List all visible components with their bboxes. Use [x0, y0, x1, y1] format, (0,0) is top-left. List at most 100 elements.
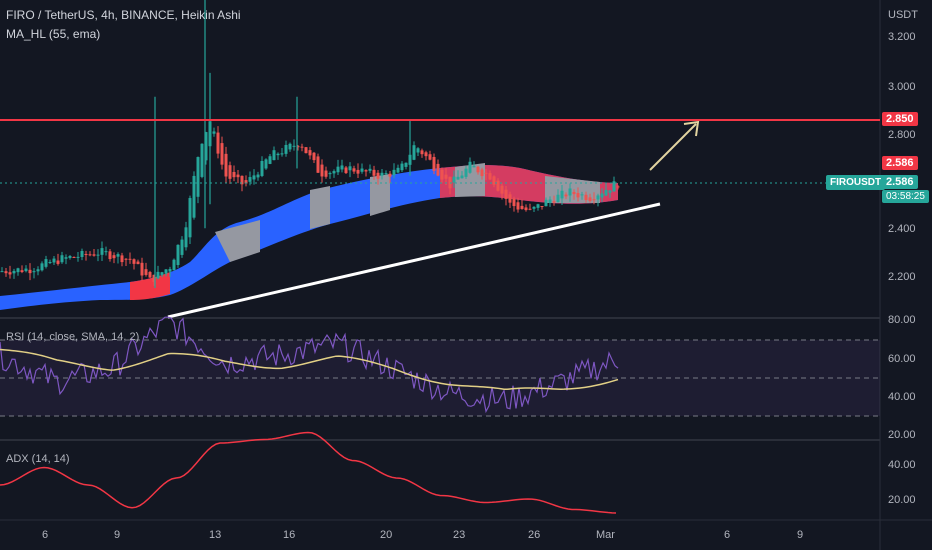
adx-tick: 40.00 — [888, 459, 916, 471]
candle-body — [396, 167, 400, 173]
candle-body — [428, 154, 432, 160]
candlestick-series[interactable] — [0, 0, 620, 288]
candle-body — [60, 255, 64, 263]
candle-body — [224, 153, 228, 177]
time-tick: Mar — [596, 529, 615, 541]
candle-body — [204, 132, 208, 161]
candle-body — [300, 146, 304, 148]
adx-tick: 20.00 — [888, 494, 916, 506]
candle-body — [532, 206, 536, 209]
candle-body — [44, 259, 48, 267]
candle-body — [440, 169, 444, 180]
candle-body — [472, 166, 476, 168]
candle-body — [276, 153, 280, 156]
candle-body — [548, 199, 552, 203]
indicator-title[interactable]: MA_HL (55, ema) — [6, 27, 101, 41]
resistance-price-badge[interactable]: 2.850 — [882, 112, 918, 126]
support-trendline[interactable] — [167, 202, 661, 319]
candle-body — [116, 254, 120, 257]
candle-body — [236, 174, 240, 178]
candle-body — [156, 271, 160, 279]
candle-body — [324, 170, 328, 177]
ma-band-gray-segment — [310, 186, 330, 229]
candle-body — [272, 150, 276, 161]
candle-body — [184, 227, 188, 248]
candle-body — [80, 250, 84, 257]
candle-body — [484, 172, 488, 174]
candle-body — [292, 145, 296, 147]
candle-body — [596, 195, 600, 200]
candle-body — [476, 166, 480, 173]
candle-body — [240, 175, 244, 185]
candle-body — [144, 269, 148, 275]
price-tick: 2.800 — [888, 129, 916, 141]
time-tick: 6 — [724, 529, 730, 541]
candle-body — [356, 169, 360, 174]
candle-body — [340, 165, 344, 170]
candle-body — [516, 202, 520, 210]
projection-arrow[interactable] — [649, 123, 697, 171]
candle-body — [16, 268, 20, 273]
candle-body — [508, 194, 512, 203]
candle-body — [220, 143, 224, 165]
candle-body — [248, 177, 252, 182]
candle-body — [500, 185, 504, 194]
candle-body — [164, 269, 168, 274]
candle-body — [388, 173, 392, 177]
candle-body — [612, 181, 616, 192]
candle-body — [392, 169, 396, 176]
candle-body — [284, 144, 288, 154]
candle-body — [280, 153, 284, 155]
candle-body — [68, 256, 72, 258]
rsi-panel-title[interactable]: RSI (14, close, SMA, 14, 2) — [6, 331, 139, 343]
candle-body — [520, 205, 524, 209]
candle-body — [128, 258, 132, 260]
candle-body — [148, 272, 152, 278]
time-tick: 20 — [380, 529, 392, 541]
symbol-badge[interactable]: FIROUSDT — [826, 175, 886, 190]
rsi-ma-line — [0, 348, 619, 391]
candle-body — [452, 176, 456, 183]
adx-line — [0, 431, 617, 514]
candle-body — [168, 269, 172, 272]
candle-body — [344, 167, 348, 174]
candle-body — [24, 268, 28, 272]
candle-body — [456, 176, 460, 180]
candle-body — [0, 271, 4, 273]
candle-body — [88, 254, 92, 256]
candle-body — [4, 271, 8, 274]
adx-panel-title[interactable]: ADX (14, 14) — [6, 453, 70, 465]
candle-body — [576, 193, 580, 198]
candle-body — [180, 239, 184, 255]
candle-body — [492, 176, 496, 185]
time-tick: 13 — [209, 529, 221, 541]
candle-body — [540, 206, 544, 208]
ma-band-gray-segment — [370, 174, 390, 216]
candle-body — [304, 147, 308, 154]
candle-body — [20, 270, 24, 272]
candle-body — [232, 171, 236, 178]
symbol-title[interactable]: FIRO / TetherUS, 4h, BINANCE, Heikin Ash… — [6, 8, 241, 22]
candle-body — [600, 193, 604, 198]
candle-body — [464, 168, 468, 177]
candle-body — [120, 255, 124, 263]
price-tick: 3.000 — [888, 81, 916, 93]
candle-body — [160, 272, 164, 276]
candle-body — [608, 190, 612, 193]
candle-body — [592, 199, 596, 201]
candle-body — [332, 171, 336, 174]
candle-body — [584, 194, 588, 201]
bar-countdown: 03:58:25 — [882, 190, 929, 203]
candle-body — [368, 168, 372, 171]
time-tick: 9 — [797, 529, 803, 541]
candle-body — [92, 254, 96, 256]
candle-body — [432, 156, 436, 171]
time-tick: 16 — [283, 529, 295, 541]
candle-body — [32, 271, 36, 273]
candle-body — [196, 157, 200, 197]
candle-body — [252, 175, 256, 180]
candle-body — [72, 256, 76, 258]
candle-body — [468, 161, 472, 173]
candle-body — [336, 166, 340, 173]
